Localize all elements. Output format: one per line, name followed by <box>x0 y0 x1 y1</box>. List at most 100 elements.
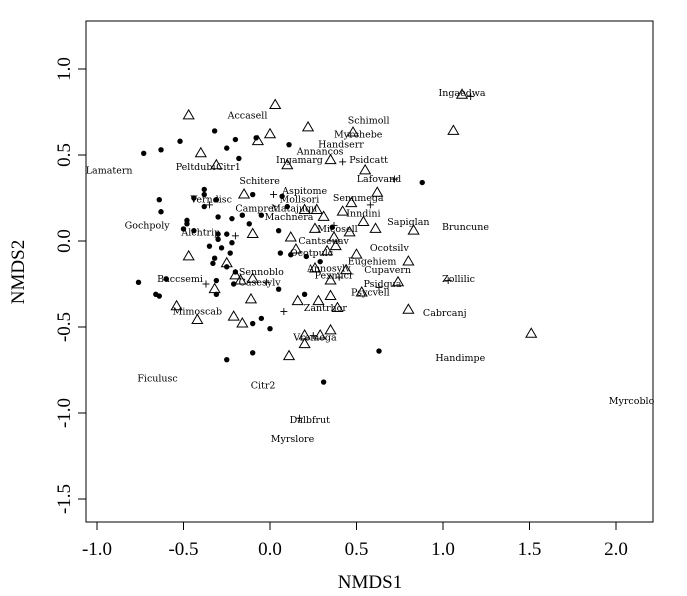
species-label: Lafovand <box>357 174 401 185</box>
point-dot <box>213 277 220 284</box>
point-dot <box>156 293 162 299</box>
point-dot <box>419 179 425 186</box>
point-triangle <box>244 292 258 304</box>
point-dot <box>163 276 169 282</box>
point-dot <box>211 255 218 261</box>
point-triangle <box>343 225 356 237</box>
species-label: Baccsemi <box>157 274 203 285</box>
y-tick-label: -1.5 <box>54 484 75 514</box>
species-label: Inndini <box>346 208 380 219</box>
point-triangle <box>327 230 341 242</box>
species-label: Mimoscab <box>173 307 222 318</box>
point-triangle <box>170 299 183 311</box>
point-dot <box>218 245 225 251</box>
point-dot <box>286 141 292 148</box>
point-triangle <box>236 316 249 328</box>
point-dot <box>275 286 282 292</box>
point-dot <box>250 191 256 198</box>
point-triangle <box>263 127 277 139</box>
point-triangle <box>359 163 372 175</box>
point-triangle <box>246 272 259 283</box>
point-triangle <box>369 222 382 233</box>
point-triangle <box>298 203 311 214</box>
point-dot <box>284 203 290 210</box>
point-triangle <box>447 124 460 135</box>
point-dot <box>215 236 221 242</box>
species-label: Sapiglan <box>387 217 429 228</box>
point-dot <box>232 136 239 143</box>
y-tick-label: 1.0 <box>54 57 75 81</box>
point-dot <box>267 326 273 332</box>
point-dot <box>180 226 187 232</box>
point-plus <box>280 308 288 316</box>
species-label: Handserr <box>318 140 364 151</box>
point-triangle <box>525 327 538 338</box>
point-dot <box>224 145 230 151</box>
point-plus <box>375 283 383 291</box>
point-triangle <box>282 349 296 361</box>
species-label: Alchtrip <box>180 227 220 238</box>
species-label: Campreti <box>235 203 280 214</box>
point-triangle <box>329 239 342 251</box>
species-label: Ingamarg <box>276 155 323 166</box>
x-tick-label: 2.0 <box>604 539 628 560</box>
point-triangle <box>246 227 259 239</box>
point-dot <box>239 212 246 218</box>
point-triangle <box>191 313 204 325</box>
x-tick-label: 0.5 <box>345 539 369 560</box>
species-label: Ingaedwa <box>438 88 485 99</box>
point-plus <box>391 175 399 183</box>
species-label: Zollilic <box>442 274 475 285</box>
point-dot <box>317 258 323 265</box>
y-tick-label: -0.5 <box>54 312 75 342</box>
species-label: Psidgua <box>363 279 401 290</box>
point-triangle <box>227 310 240 321</box>
y-tick-label: 0.0 <box>54 229 75 253</box>
point-triangle <box>455 88 469 99</box>
point-triangle <box>346 126 360 137</box>
species-label: Cupavern <box>364 265 411 276</box>
species-label: Myrslore <box>271 434 315 445</box>
species-label: Peltdubi <box>176 162 216 173</box>
point-dot <box>135 279 142 285</box>
point-triangle <box>320 244 334 256</box>
point-triangle <box>298 337 311 349</box>
species-label: Gochpoly <box>125 221 171 232</box>
point-dot <box>224 264 230 270</box>
point-triangle <box>284 230 297 242</box>
point-triangle <box>310 203 323 214</box>
point-dot <box>227 250 233 256</box>
species-label: Ficulusc <box>137 374 177 385</box>
point-dot <box>201 191 207 198</box>
species-label: Annancos <box>296 147 344 158</box>
point-triangle <box>281 158 294 170</box>
point-dot <box>158 209 164 215</box>
species-label: Lamatern <box>86 165 133 176</box>
point-dot <box>275 227 282 234</box>
point-dot <box>277 250 284 256</box>
point-triangle <box>234 273 247 285</box>
point-triangle <box>312 294 325 306</box>
point-dot <box>246 221 252 227</box>
species-label: Sennoblo <box>239 267 284 278</box>
point-plus <box>335 273 343 281</box>
x-tick-label: -1.0 <box>82 539 112 560</box>
point-triangle <box>402 303 415 314</box>
point-triangle <box>350 248 363 259</box>
point-dot <box>156 197 162 203</box>
point-triangle <box>324 289 337 300</box>
point-triangle <box>407 224 420 235</box>
species-labels: Ingaedwa Accasell Schimoll MyrchebeHandserr… <box>86 88 655 445</box>
y-axis-title: NMDS2 <box>8 240 29 304</box>
species-label: Psycvell <box>351 288 390 299</box>
x-axis-title: NMDS1 <box>338 572 402 593</box>
point-dot <box>213 291 220 298</box>
point-plus <box>295 414 303 422</box>
point-plus <box>269 191 277 199</box>
point-triangle <box>355 286 368 297</box>
species-label: Dalbfrut <box>290 415 331 426</box>
point-plus <box>205 201 213 209</box>
species-label: Accasell <box>227 110 268 121</box>
point-triangle <box>301 120 315 132</box>
point-triangle <box>324 323 337 335</box>
